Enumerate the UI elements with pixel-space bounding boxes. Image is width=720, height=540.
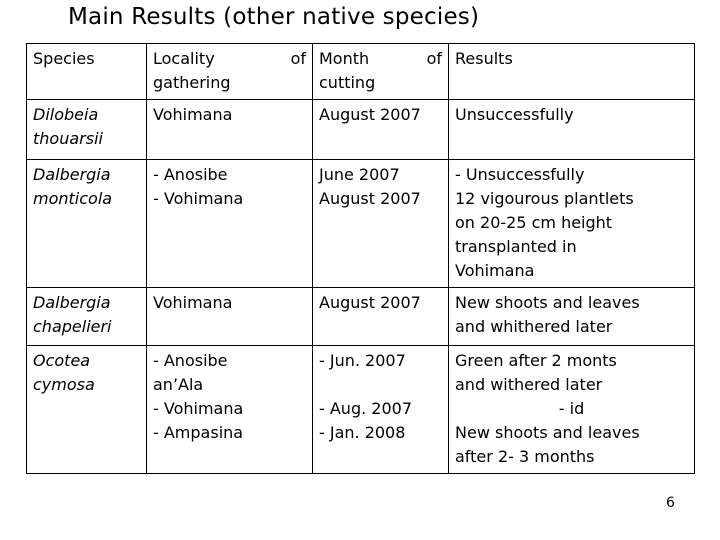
results-cell: Green after 2 monts and withered later -… [448,345,695,474]
month-cell: August 2007 [312,99,449,160]
header-month-word: Month [319,49,370,68]
header-results: Results [448,43,695,100]
header-month: Month of cutting [312,43,449,100]
month-cell: June 2007 August 2007 [312,159,449,288]
locality-cell: - Anosibe an’Ala - Vohimana - Ampasina [146,345,313,474]
table-row: Ocotea cymosa - Anosibe an’Ala - Vohiman… [26,345,695,474]
species-cell: Dalbergia chapelieri [26,287,147,346]
table-row: Dalbergia monticola - Anosibe - Vohimana… [26,159,695,288]
species-cell: Ocotea cymosa [26,345,147,474]
table-row: Dalbergia chapelieri Vohimana August 200… [26,287,695,346]
locality-cell: Vohimana [146,99,313,160]
results-cell: Unsuccessfully [448,99,695,160]
header-locality: Locality of gathering [146,43,313,100]
page-number: 6 [666,495,675,511]
locality-cell: - Anosibe - Vohimana [146,159,313,288]
month-cell: August 2007 [312,287,449,346]
month-cell: - Jun. 2007 - Aug. 2007 - Jan. 2008 [312,345,449,474]
header-locality-word2: gathering [153,73,231,92]
header-locality-word: Locality [153,49,215,68]
results-cell: New shoots and leaves and whithered late… [448,287,695,346]
slide-title: Main Results (other native species) [68,4,480,30]
species-cell: Dilobeia thouarsii [26,99,147,160]
results-cell: - Unsuccessfully 12 vigourous plantlets … [448,159,695,288]
header-species: Species [26,43,147,100]
results-table: Species Locality of gathering Month of c… [26,43,695,474]
header-locality-of: of [290,49,306,68]
header-row: Species Locality of gathering Month of c… [26,43,695,100]
table-row: Dilobeia thouarsii Vohimana August 2007 … [26,99,695,160]
locality-cell: Vohimana [146,287,313,346]
header-month-of: of [426,49,442,68]
species-cell: Dalbergia monticola [26,159,147,288]
header-month-word2: cutting [319,73,376,92]
